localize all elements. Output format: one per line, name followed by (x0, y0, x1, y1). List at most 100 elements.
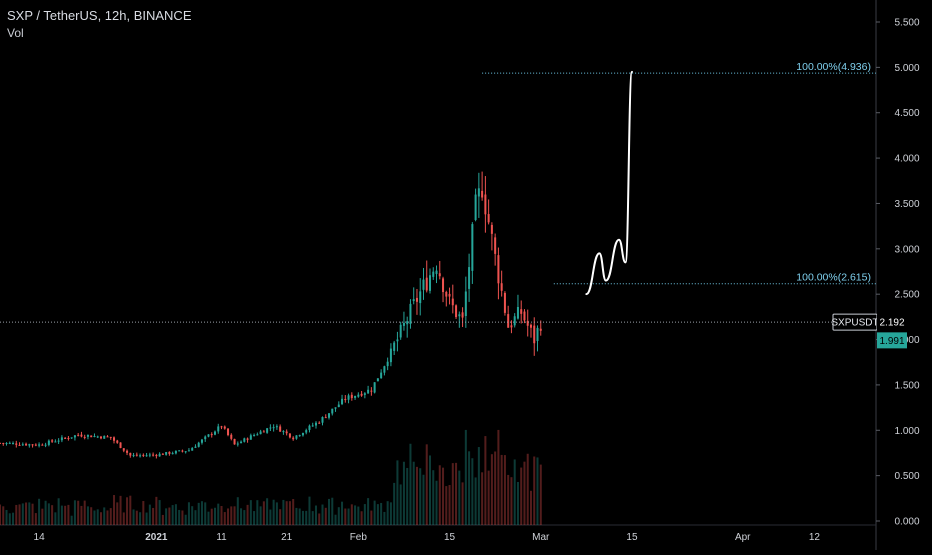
candle-body (520, 309, 523, 314)
candle-body (184, 451, 187, 453)
candle-body (217, 426, 220, 432)
candle-body (507, 314, 510, 328)
volume-bar (210, 508, 213, 525)
candle-body (2, 443, 5, 445)
volume-bar (187, 502, 190, 525)
volume-bar (161, 514, 164, 525)
volume-indicator-label[interactable]: Vol (7, 26, 24, 40)
volume-bar (99, 512, 102, 525)
candle-body (187, 450, 190, 452)
fib-level-label: 100.00%(2.615) (796, 272, 871, 284)
candle-body (464, 291, 467, 317)
candle-body (461, 312, 464, 318)
candle-body (266, 428, 269, 433)
volume-bar (113, 495, 116, 525)
candle-body (18, 444, 21, 446)
volume-bar (451, 463, 454, 525)
volume-bar (31, 503, 34, 525)
volume-bar (28, 502, 31, 525)
candle-body (363, 393, 366, 395)
price-tick-label: 1.000 (894, 426, 919, 437)
candle-body (148, 454, 151, 456)
candle-body (109, 436, 112, 438)
candle-body (28, 444, 31, 446)
volume-bar (259, 506, 262, 525)
volume-bar (415, 466, 418, 525)
candle-body (246, 438, 249, 440)
candle-body (145, 455, 148, 457)
candle-body (360, 393, 363, 396)
candle-body (367, 389, 370, 394)
price-axis[interactable]: 5.500 5.000 4.500 4.000 3.500 3.000 2.500 2.000… (876, 18, 920, 528)
volume-bar (334, 514, 337, 525)
price-tags: SXPUSDT 2.192 1.991 (831, 313, 907, 349)
volume-bar (282, 499, 285, 525)
volume-bar (64, 505, 67, 525)
price-tick-label: 2.500 (894, 290, 919, 301)
volume-bar (435, 480, 438, 525)
volume-bar (174, 504, 177, 525)
volume-bar (425, 444, 428, 525)
volume-bar (220, 505, 223, 525)
volume-bar (367, 498, 370, 525)
candle-body (171, 453, 174, 455)
volume-bar (272, 499, 275, 525)
candle-body (285, 431, 288, 434)
time-axis[interactable]: 14 2021 11 21 Feb 15 Mar 15 Apr 12 (34, 532, 821, 543)
candle-body (113, 437, 116, 441)
candle-body (204, 436, 207, 440)
volume-bar (181, 510, 184, 525)
candle-body (60, 437, 63, 441)
volume-bar (481, 472, 484, 525)
volume-bar (409, 443, 412, 525)
volume-bar (80, 505, 83, 525)
volume-bar (106, 510, 109, 525)
volume-bar (204, 502, 207, 525)
volume-bar (240, 508, 243, 525)
last-price-tag-label: 2.192 (879, 318, 904, 329)
candle-body (77, 434, 80, 436)
volume-bar (119, 495, 122, 525)
volume-bar (314, 505, 317, 525)
price-tick-label: 4.500 (894, 108, 919, 119)
candle-body (529, 324, 532, 328)
candle-body (41, 444, 44, 446)
candle-body (230, 434, 233, 439)
volume-bar (8, 513, 11, 525)
candle-body (422, 279, 425, 290)
volume-bar (468, 451, 471, 525)
volume-bar (44, 500, 47, 525)
volume-bar (298, 508, 301, 525)
time-tick-label: 15 (626, 532, 638, 543)
volume-bar (360, 511, 363, 525)
symbol-title[interactable]: SXP / TetherUS, 12h, BINANCE (7, 8, 192, 23)
volume-bar (428, 455, 432, 525)
volume-bar (442, 467, 445, 525)
projection-drawing[interactable] (585, 70, 633, 296)
candle-body (44, 444, 47, 446)
volume-bar (25, 502, 28, 525)
candle-body (139, 455, 142, 457)
candle-body (31, 444, 34, 446)
candle-body (90, 435, 93, 438)
volume-bar (96, 509, 99, 525)
candle-body (428, 275, 432, 291)
volume-bar (109, 508, 112, 525)
volume-bar (337, 507, 340, 525)
candle-body (70, 437, 73, 439)
volume-bar (200, 501, 203, 525)
volume-bar (383, 511, 386, 525)
candle-body (86, 435, 89, 437)
volume-bar (396, 460, 399, 525)
candle-body (406, 321, 409, 325)
volume-bar (529, 490, 532, 525)
candle-body (210, 434, 213, 436)
volume-bar (288, 501, 291, 525)
volume-bar (132, 509, 135, 525)
price-tick-label: 4.000 (894, 154, 919, 165)
candle-body (432, 271, 435, 277)
volume-bar (253, 511, 256, 525)
